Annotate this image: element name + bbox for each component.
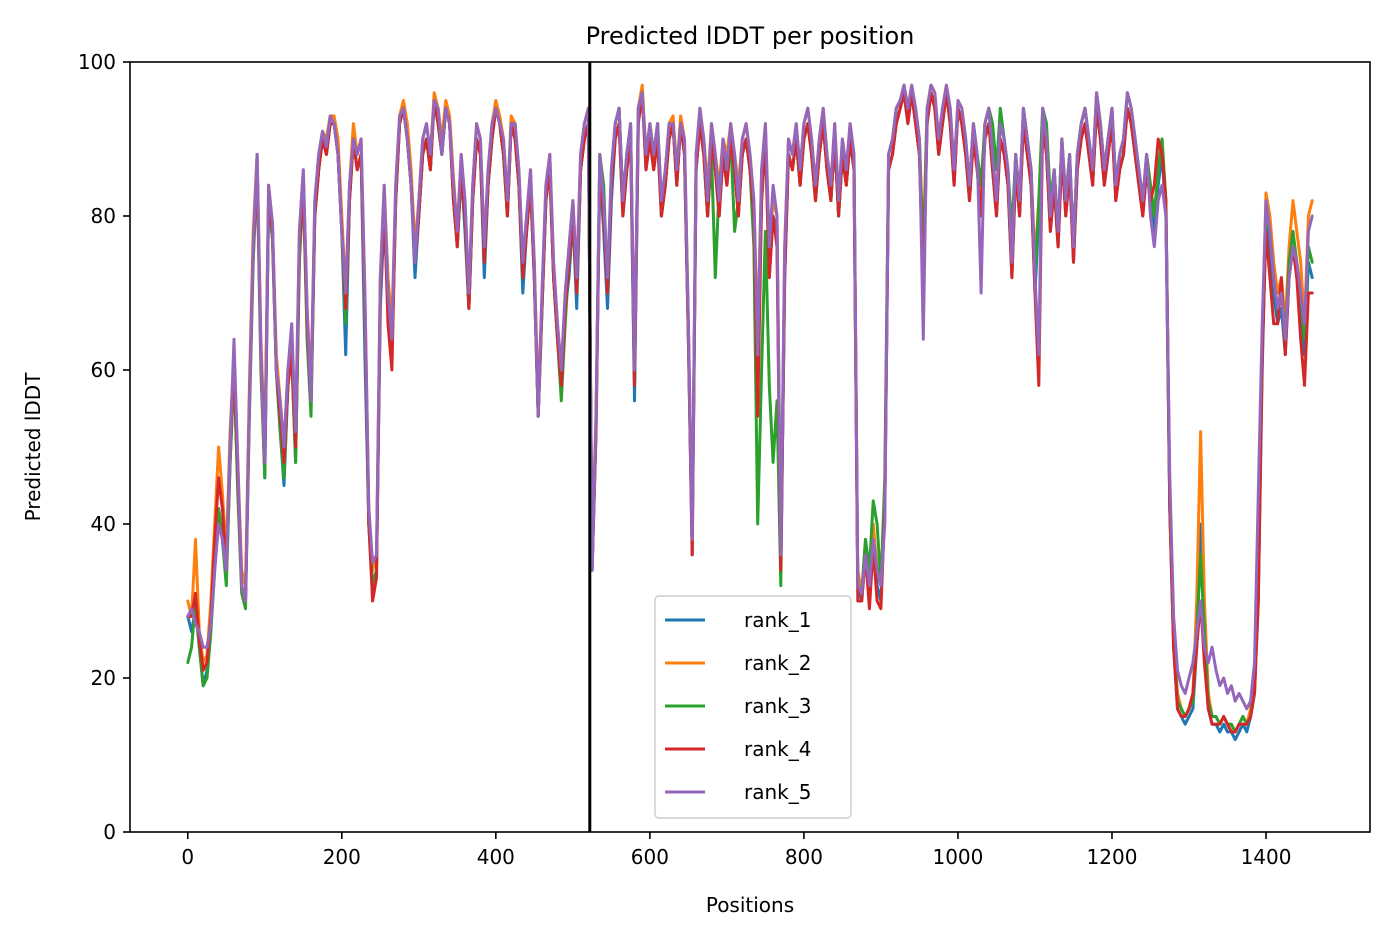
plot-frame <box>129 61 1371 833</box>
legend-label-rank_4: rank_4 <box>744 737 811 761</box>
x-axis: 0 200 400 600 800 1000 1200 1400 <box>181 832 1291 869</box>
x-tick-label: 600 <box>631 845 669 869</box>
x-tick-label: 0 <box>181 845 194 869</box>
y-axis-title: Predicted lDDT <box>21 372 45 522</box>
x-tick-label: 200 <box>323 845 361 869</box>
legend-label-rank_1: rank_1 <box>744 608 811 632</box>
x-axis-title: Positions <box>706 893 794 917</box>
series-layer <box>186 83 1314 742</box>
y-tick-label: 80 <box>91 204 116 228</box>
y-tick-label: 100 <box>78 50 116 74</box>
y-tick-label: 20 <box>91 666 116 690</box>
legend-label-rank_2: rank_2 <box>744 651 811 675</box>
x-tick-label: 400 <box>477 845 515 869</box>
y-tick-label: 60 <box>91 358 116 382</box>
x-tick-label: 1400 <box>1241 845 1292 869</box>
x-tick-label: 800 <box>785 845 823 869</box>
y-tick-label: 0 <box>103 820 116 844</box>
legend: rank_1 rank_2 rank_3 rank_4 rank_5 <box>654 595 852 819</box>
series-line-rank_5 <box>186 83 1314 711</box>
legend-label-rank_5: rank_5 <box>744 780 811 804</box>
legend-frame <box>654 595 852 819</box>
chart-title: Predicted lDDT per position <box>586 22 915 50</box>
y-axis: 0 20 40 60 80 100 <box>78 50 130 844</box>
plot-area <box>186 62 1314 832</box>
legend-label-rank_3: rank_3 <box>744 694 811 718</box>
x-tick-label: 1200 <box>1087 845 1138 869</box>
y-tick-label: 40 <box>91 512 116 536</box>
x-tick-label: 1000 <box>932 845 983 869</box>
